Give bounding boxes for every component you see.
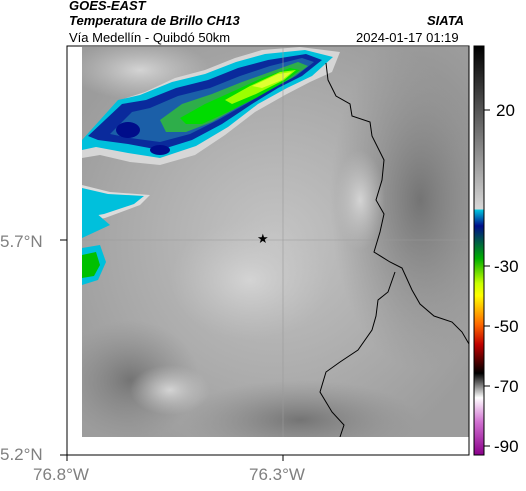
datetime-label: 2024-01-17 01:19 [356,30,459,45]
location-marker-icon: ★ [257,231,269,246]
source-title: GOES-EAST [69,0,146,13]
colorbar-tick-label: -90 [494,437,519,456]
route-label: Vía Medellín - Quibdó 50km [69,30,231,45]
product-title: Temperatura de Brillo CH13 [69,13,240,28]
lat-tick-label: 5.2°N [0,445,43,464]
colorbar-tick-label: 20 [496,101,515,120]
brightness-temperature-image [82,47,469,437]
lon-tick-label: 76.8°W [33,465,89,484]
lon-tick-label: 76.3°W [249,465,305,484]
colorbar-tick-label: -30 [494,257,519,276]
colorbar [473,45,485,456]
colorbar-tick-label: -70 [494,377,519,396]
lat-tick-label: 5.7°N [0,232,43,251]
agency-label: SIATA [427,13,465,28]
colorbar-tick-label: -50 [494,317,519,336]
